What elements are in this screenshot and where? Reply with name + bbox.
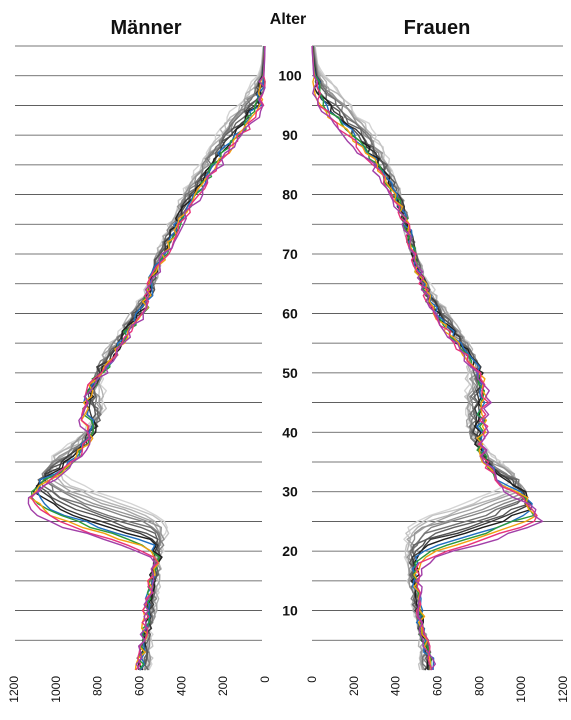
men-series-11 — [32, 45, 266, 671]
women-series-15 — [311, 45, 538, 671]
age-tick-labels: 10 20 30 40 50 60 70 80 90 100 — [278, 68, 302, 619]
women-series-16 — [311, 45, 544, 671]
age-tick-100: 100 — [278, 68, 302, 84]
age-tick-10: 10 — [282, 603, 298, 619]
age-axis-title: Alter — [270, 11, 306, 28]
women-count-tick-800: 800 — [472, 676, 486, 696]
women-count-tick-400: 400 — [389, 676, 403, 696]
men-count-tick-0: 0 — [258, 676, 272, 683]
gridlines — [15, 45, 563, 641]
women-count-tick-1200: 1200 — [556, 676, 570, 703]
age-tick-80: 80 — [282, 187, 298, 203]
age-tick-30: 30 — [282, 484, 298, 500]
men-series-14 — [28, 45, 266, 671]
age-tick-70: 70 — [282, 246, 298, 262]
men-series-group — [27, 45, 266, 671]
women-count-tick-200: 200 — [347, 676, 361, 696]
men-series-15 — [30, 45, 266, 671]
women-title: Frauen — [404, 17, 471, 39]
men-count-tick-1200: 1200 — [7, 676, 21, 703]
age-tick-20: 20 — [282, 543, 298, 559]
men-count-tick-800: 800 — [91, 676, 105, 696]
age-tick-40: 40 — [282, 424, 298, 440]
women-series-group — [311, 45, 544, 671]
count-tick-labels: 1200 1000 800 600 400 200 0 0 200 400 600 800 1000 12… — [7, 676, 570, 703]
men-count-tick-1000: 1000 — [49, 676, 63, 703]
men-title: Männer — [110, 17, 181, 39]
men-count-tick-400: 400 — [174, 676, 188, 696]
women-series-14 — [311, 45, 538, 670]
age-tick-90: 90 — [282, 127, 298, 143]
men-series-16 — [27, 45, 266, 671]
men-series-3 — [47, 45, 265, 671]
women-count-tick-0: 0 — [305, 676, 319, 683]
age-tick-50: 50 — [282, 365, 298, 381]
men-count-tick-200: 200 — [216, 676, 230, 696]
women-count-tick-1000: 1000 — [514, 676, 528, 703]
men-count-tick-600: 600 — [133, 676, 147, 696]
women-series-6 — [312, 45, 524, 671]
women-count-tick-600: 600 — [431, 676, 445, 696]
men-series-13 — [31, 45, 266, 671]
age-tick-60: 60 — [282, 305, 298, 321]
women-series-13 — [311, 45, 535, 671]
